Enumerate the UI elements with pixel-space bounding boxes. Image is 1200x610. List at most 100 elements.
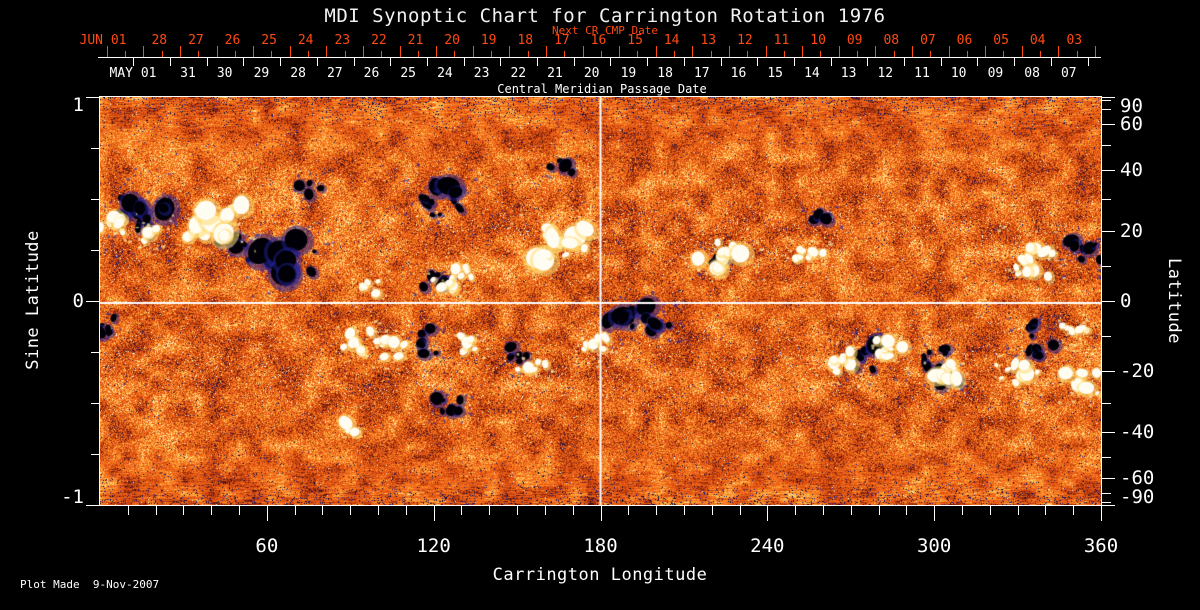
next-cr-axis-tick xyxy=(857,51,858,57)
y-right-tick-label: -60 xyxy=(1120,466,1155,489)
y-right-tick-label: 60 xyxy=(1120,113,1143,136)
y-right-minor-tick xyxy=(1102,109,1111,110)
y-right-minor-tick xyxy=(1102,266,1111,267)
next-cr-axis-tick xyxy=(802,46,804,57)
y-left-major-tick xyxy=(86,301,100,302)
y-right-major-tick xyxy=(1102,371,1115,372)
y-right-tick-label: -40 xyxy=(1120,421,1155,444)
next-cr-cmp-date-title: Next CR CMP Date xyxy=(552,24,658,37)
cmp-axis-tick-label: 11 xyxy=(914,66,930,81)
cmp-axis-tick xyxy=(1050,58,1052,66)
x-axis-tick-label: 120 xyxy=(416,535,451,557)
chart-title: MDI Synoptic Chart for Carrington Rotati… xyxy=(324,5,886,27)
next-cr-axis-tick xyxy=(637,51,639,57)
cmp-axis-tick-label: 10 xyxy=(950,66,967,81)
cmp-axis-tick xyxy=(757,58,759,66)
cmp-axis-tick-label: 22 xyxy=(510,66,527,81)
y-left-minor-tick xyxy=(91,199,100,200)
x-axis-minor-tick xyxy=(822,506,824,515)
cmp-axis-tick xyxy=(243,58,245,66)
y-right-major-tick xyxy=(1102,231,1115,232)
next-cr-axis-tick xyxy=(600,51,602,57)
cmp-axis-tick xyxy=(463,58,465,66)
next-cr-axis-tick xyxy=(619,46,621,57)
cmp-axis-tick xyxy=(610,58,612,66)
x-axis-minor-tick xyxy=(183,506,185,515)
next-cr-axis-tick xyxy=(106,46,108,57)
next-cr-axis-tick xyxy=(728,46,730,57)
y-right-minor-tick xyxy=(1102,457,1111,458)
next-cr-axis-tick xyxy=(527,51,529,57)
y-right-minor-tick xyxy=(1102,199,1111,200)
cmp-axis-tick xyxy=(353,58,355,66)
next-cr-axis-tick-label: 14 xyxy=(663,33,680,48)
next-cr-axis-tick xyxy=(509,46,511,57)
y-right-minor-tick xyxy=(1102,493,1111,494)
next-cr-axis-tick xyxy=(655,46,657,57)
y-left-minor-tick xyxy=(91,250,100,251)
next-cr-axis-tick-label: 16 xyxy=(590,33,607,48)
x-axis-minor-tick xyxy=(155,506,157,515)
cmp-axis-tick xyxy=(390,58,392,66)
x-axis-major-tick xyxy=(767,506,769,521)
x-axis-minor-tick xyxy=(322,506,324,515)
cmp-axis-tick-label: 29 xyxy=(253,66,270,81)
next-cr-axis-tick xyxy=(911,46,913,57)
next-cr-axis-tick xyxy=(1003,51,1005,57)
cmp-axis-tick-label: 26 xyxy=(363,66,380,81)
next-cr-axis-tick xyxy=(747,51,749,57)
next-cr-axis-tick xyxy=(564,51,566,57)
next-cr-axis-tick xyxy=(326,46,328,57)
cmp-axis-tick-label: 17 xyxy=(693,66,710,81)
cmp-axis-tick-label: 19 xyxy=(620,66,637,81)
next-cr-axis-tick xyxy=(985,46,987,57)
cmp-axis-tick xyxy=(793,58,795,66)
cmp-axis-tick xyxy=(867,58,869,66)
y-right-minor-tick xyxy=(1102,100,1111,101)
y-right-minor-tick xyxy=(1102,502,1111,503)
next-cr-axis-tick xyxy=(253,46,255,57)
next-cr-axis-tick xyxy=(692,46,694,57)
cmp-axis-tick-label: 31 xyxy=(180,66,196,81)
next-cr-axis-tick xyxy=(948,46,950,57)
x-axis-minor-tick xyxy=(961,506,963,515)
next-cr-axis-tick xyxy=(1076,51,1078,57)
cmp-axis-tick-label: 09 xyxy=(987,66,1004,81)
next-cr-axis-tick xyxy=(454,51,456,57)
y-right-minor-tick xyxy=(1102,403,1111,404)
cmp-axis-tick xyxy=(170,58,171,66)
x-axis-title: Carrington Longitude xyxy=(492,565,708,585)
y-left-tick-label: 1 xyxy=(72,94,84,116)
cmp-axis-tick xyxy=(647,58,649,66)
cmp-axis-tick xyxy=(500,58,502,66)
x-axis-minor-tick xyxy=(850,506,852,515)
next-cr-axis-tick-label: 13 xyxy=(700,33,717,48)
next-cr-axis-tick xyxy=(966,51,968,57)
next-cr-axis-tick-label: 20 xyxy=(444,33,460,48)
next-cr-axis-tick xyxy=(472,46,474,57)
cmp-axis-tick-label: 13 xyxy=(840,66,857,81)
y-right-minor-tick xyxy=(1102,336,1111,337)
cmp-axis-tick xyxy=(133,58,135,66)
y-right-tick-label: -90 xyxy=(1120,486,1155,508)
cmp-axis-tick-label: 30 xyxy=(216,66,233,81)
cmp-axis-tick-label: 23 xyxy=(473,66,490,81)
next-cr-axis-tick xyxy=(143,46,145,57)
next-cr-axis-tick-label: 24 xyxy=(297,33,314,48)
next-cr-axis-tick xyxy=(1040,51,1041,57)
x-axis-minor-tick xyxy=(989,506,991,515)
cmp-axis-tick xyxy=(904,58,905,66)
next-cr-axis-tick-label: 18 xyxy=(517,33,534,48)
cmp-date-axis-title: Central Meridian Passage Date xyxy=(497,82,707,96)
x-axis-minor-tick xyxy=(517,506,519,515)
next-cr-axis-tick xyxy=(179,46,181,57)
cmp-axis-tick-label: 07 xyxy=(1060,66,1077,81)
next-cr-axis-tick xyxy=(1021,46,1023,57)
cmp-axis-tick-label: 24 xyxy=(437,66,453,81)
y-left-major-tick xyxy=(86,97,100,98)
y-right-major-tick xyxy=(1102,505,1115,506)
x-axis-major-tick xyxy=(600,506,602,521)
next-cr-axis-tick-label: 09 xyxy=(846,33,863,48)
next-cr-axis-tick xyxy=(417,51,419,57)
next-cr-axis-tick-label: 05 xyxy=(993,33,1009,48)
